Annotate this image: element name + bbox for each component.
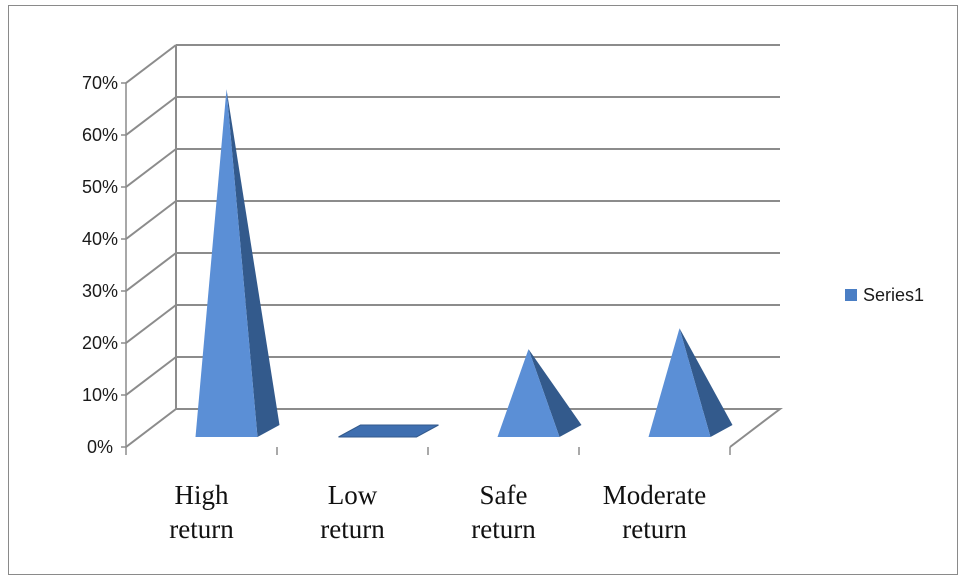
pyramid-bar-front <box>648 328 711 437</box>
legend: Series1 <box>845 285 924 305</box>
y-tick-label: 70% <box>82 73 118 93</box>
gridline-side <box>125 252 177 292</box>
legend-label-series1: Series1 <box>863 285 924 305</box>
legend-swatch <box>845 289 857 301</box>
x-category-label: Safe return <box>471 480 536 544</box>
pyramid-bar-front <box>195 89 258 437</box>
floor-outline <box>125 408 783 448</box>
axis-layer <box>121 82 731 455</box>
pyramid-bar-side <box>679 328 733 437</box>
gridline-side <box>125 148 177 188</box>
pyramid-bar-front <box>497 349 560 437</box>
gridline-side <box>125 304 177 344</box>
bar-layer <box>195 89 733 438</box>
y-tick-label: 10% <box>82 385 118 405</box>
y-tick-label: 60% <box>82 125 118 145</box>
x-category-label: Moderate return <box>603 480 706 544</box>
label-layer: 0% 10% 20% 30% 40% 50% 60% 70% High return Low retu… <box>82 73 706 544</box>
grid-layer <box>125 44 783 448</box>
y-tick-label: 20% <box>82 333 118 353</box>
gridline-side <box>125 356 177 396</box>
pyramid-bar-flat <box>338 424 439 438</box>
x-category-label: Low return <box>320 480 385 544</box>
gridline-side <box>125 44 177 84</box>
gridline-side <box>125 200 177 240</box>
y-tick-label: 0% <box>87 437 113 457</box>
pyramid-bar-side <box>528 349 582 437</box>
chart-area <box>8 5 958 575</box>
x-category-label: High return <box>169 480 234 544</box>
gridline-side <box>125 96 177 136</box>
y-tick-label: 50% <box>82 177 118 197</box>
y-tick-label: 30% <box>82 281 118 301</box>
pyramid-bar-side <box>226 89 280 437</box>
y-tick-label: 40% <box>82 229 118 249</box>
